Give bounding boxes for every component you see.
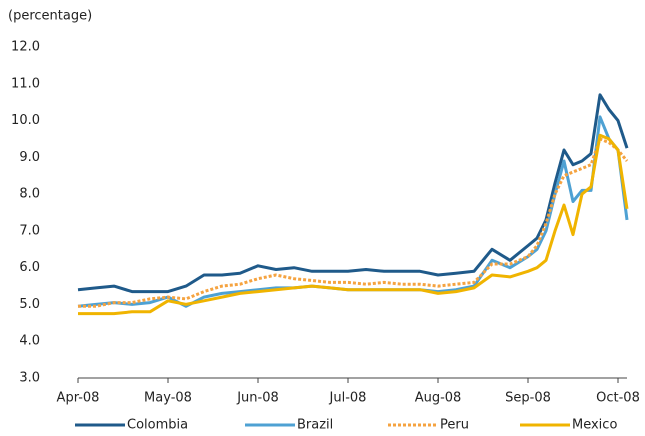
y-tick-label: 11.0	[11, 76, 40, 91]
x-tick-label: Sep-08	[505, 391, 551, 406]
legend-label: Peru	[440, 418, 469, 433]
x-tick-label: Jun-08	[236, 391, 279, 406]
series-line	[78, 133, 629, 316]
y-tick-label: 8.0	[19, 187, 40, 202]
legend-label: Brazil	[297, 418, 333, 433]
y-tick-label: 6.0	[19, 260, 40, 275]
x-tick-label: Aug-08	[415, 391, 462, 406]
y-tick-label: 5.0	[19, 297, 40, 312]
series-line	[77, 93, 629, 294]
y-tick-label: 7.0	[19, 223, 40, 238]
x-tick-label: May-08	[144, 391, 192, 406]
series-line	[77, 115, 629, 308]
y-tick-label: 12.0	[11, 40, 40, 55]
x-tick-label: Oct-08	[596, 391, 640, 406]
x-tick-label: Jul-08	[329, 391, 367, 406]
y-tick-label: 3.0	[19, 371, 40, 386]
legend-label: Mexico	[572, 418, 617, 433]
y-tick-label: 9.0	[19, 150, 40, 165]
y-tick-label: 10.0	[11, 113, 40, 128]
y-axis-label: (percentage)	[8, 9, 92, 24]
y-tick-label: 4.0	[19, 334, 40, 349]
x-tick-label: Apr-08	[57, 391, 100, 406]
legend-label: Colombia	[127, 418, 188, 433]
